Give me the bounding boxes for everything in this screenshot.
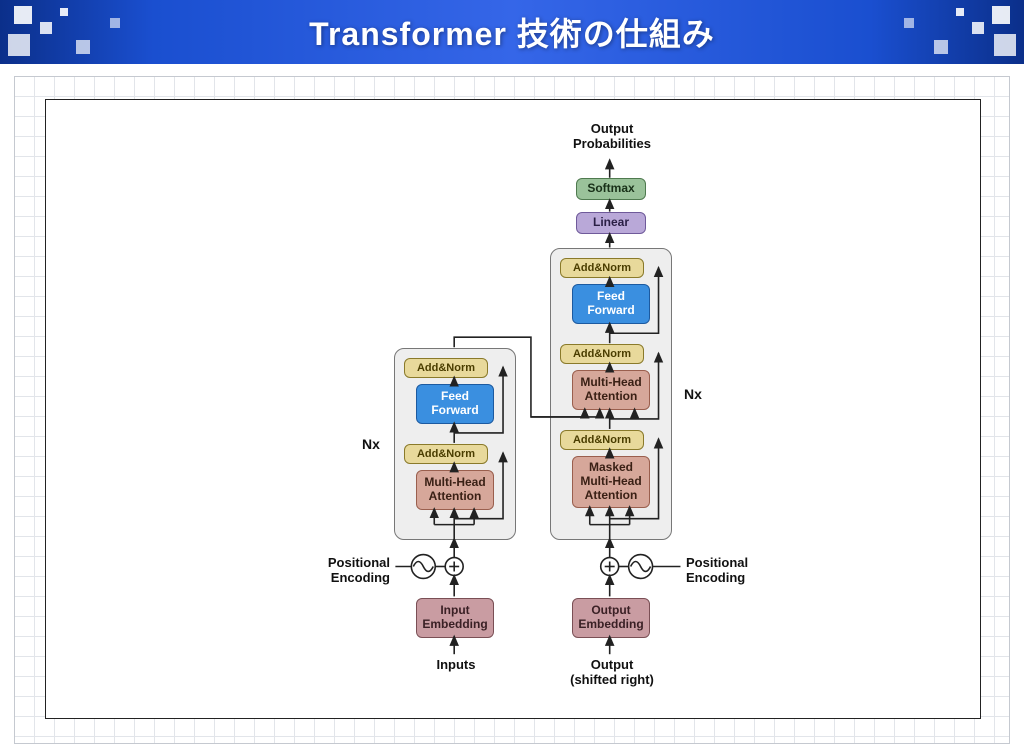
- enc-addnorm-1: Add&Norm: [404, 358, 488, 378]
- encoder-nx: Nx: [362, 436, 380, 452]
- enc-addnorm-2: Add&Norm: [404, 444, 488, 464]
- dec-masked-mha: MaskedMulti-HeadAttention: [572, 456, 650, 508]
- transformer-diagram: OutputProbabilities Softmax Linear Add&N…: [46, 100, 980, 718]
- decoder-nx: Nx: [684, 386, 702, 402]
- softmax-box: Softmax: [576, 178, 646, 200]
- title-banner: Transformer 技術の仕組み: [0, 0, 1024, 64]
- page-title: Transformer 技術の仕組み: [309, 9, 715, 55]
- enc-feedforward: FeedForward: [416, 384, 494, 424]
- dec-mha: Multi-HeadAttention: [572, 370, 650, 410]
- outputs-label: Output(shifted right): [562, 658, 662, 688]
- diagram-card: OutputProbabilities Softmax Linear Add&N…: [45, 99, 981, 719]
- input-embedding: InputEmbedding: [416, 598, 494, 638]
- dec-addnorm-3: Add&Norm: [560, 430, 644, 450]
- inputs-label: Inputs: [426, 658, 486, 673]
- enc-mha: Multi-HeadAttention: [416, 470, 494, 510]
- grid-background: OutputProbabilities Softmax Linear Add&N…: [14, 76, 1010, 744]
- output-prob-label: OutputProbabilities: [570, 122, 654, 152]
- dec-addnorm-1: Add&Norm: [560, 258, 644, 278]
- linear-box: Linear: [576, 212, 646, 234]
- dec-feedforward: FeedForward: [572, 284, 650, 324]
- posenc-left-label: PositionalEncoding: [310, 556, 390, 586]
- dec-addnorm-2: Add&Norm: [560, 344, 644, 364]
- output-embedding: OutputEmbedding: [572, 598, 650, 638]
- posenc-right-label: PositionalEncoding: [686, 556, 766, 586]
